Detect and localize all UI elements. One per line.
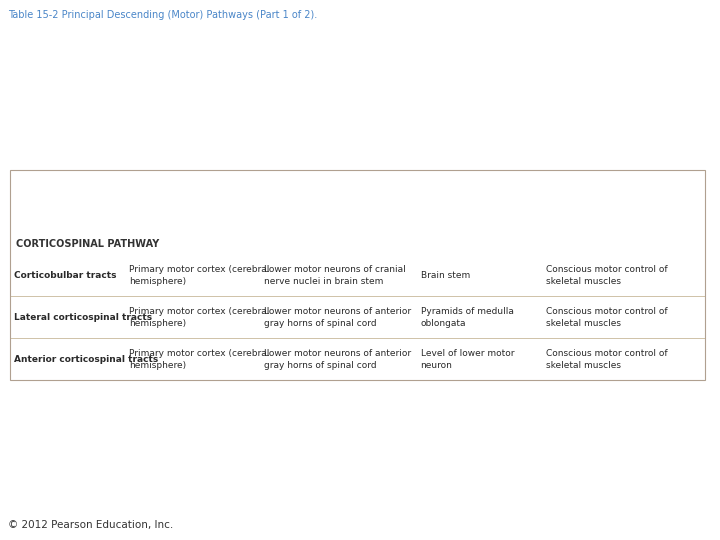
Text: Lower motor neurons of cranial: Lower motor neurons of cranial <box>264 266 406 274</box>
Text: Destination: Destination <box>264 219 323 228</box>
Text: gray horns of spinal cord: gray horns of spinal cord <box>264 361 377 369</box>
Text: Lower motor neurons of anterior: Lower motor neurons of anterior <box>264 307 411 316</box>
Text: Conscious motor control of: Conscious motor control of <box>546 266 667 274</box>
Text: hemisphere): hemisphere) <box>129 319 186 327</box>
Text: neuron: neuron <box>420 361 452 369</box>
Text: Lateral corticospinal tracts: Lateral corticospinal tracts <box>14 313 152 321</box>
Text: Table 15-2 Principal Descending (Motor) Pathways (Part 1 of 2).: Table 15-2 Principal Descending (Motor) … <box>8 10 318 20</box>
Text: Site of Crossover: Site of Crossover <box>420 219 508 228</box>
Text: Action: Action <box>546 219 578 228</box>
Text: Conscious motor control of: Conscious motor control of <box>546 349 667 359</box>
Text: Motor Neurons: Motor Neurons <box>129 215 204 225</box>
Text: Anterior corticospinal tracts: Anterior corticospinal tracts <box>14 354 158 363</box>
Text: hemisphere): hemisphere) <box>129 361 186 369</box>
Text: Level of lower motor: Level of lower motor <box>420 349 514 359</box>
Text: Location of Upper: Location of Upper <box>129 201 220 211</box>
Text: skeletal muscles: skeletal muscles <box>546 361 621 369</box>
Text: Conscious motor control of: Conscious motor control of <box>546 307 667 316</box>
Text: gray horns of spinal cord: gray horns of spinal cord <box>264 319 377 327</box>
Text: Corticobulbar tracts: Corticobulbar tracts <box>14 271 117 280</box>
Text: Tract: Tract <box>14 219 40 228</box>
Text: nerve nuclei in brain stem: nerve nuclei in brain stem <box>264 276 384 286</box>
Text: Primary motor cortex (cerebral: Primary motor cortex (cerebral <box>129 349 269 359</box>
Text: CORTICOSPINAL PATHWAY: CORTICOSPINAL PATHWAY <box>16 239 159 249</box>
Text: Brain stem: Brain stem <box>420 271 470 280</box>
Text: Primary motor cortex (cerebral: Primary motor cortex (cerebral <box>129 266 269 274</box>
Text: Table 15–2    Principal Descending (Motor) Pathways: Table 15–2 Principal Descending (Motor) … <box>16 178 343 188</box>
Text: Pyramids of medulla: Pyramids of medulla <box>420 307 513 316</box>
Text: © 2012 Pearson Education, Inc.: © 2012 Pearson Education, Inc. <box>8 520 174 530</box>
Text: Primary motor cortex (cerebral: Primary motor cortex (cerebral <box>129 307 269 316</box>
Text: hemisphere): hemisphere) <box>129 276 186 286</box>
Text: skeletal muscles: skeletal muscles <box>546 319 621 327</box>
Text: skeletal muscles: skeletal muscles <box>546 276 621 286</box>
Text: Lower motor neurons of anterior: Lower motor neurons of anterior <box>264 349 411 359</box>
Text: oblongata: oblongata <box>420 319 466 327</box>
